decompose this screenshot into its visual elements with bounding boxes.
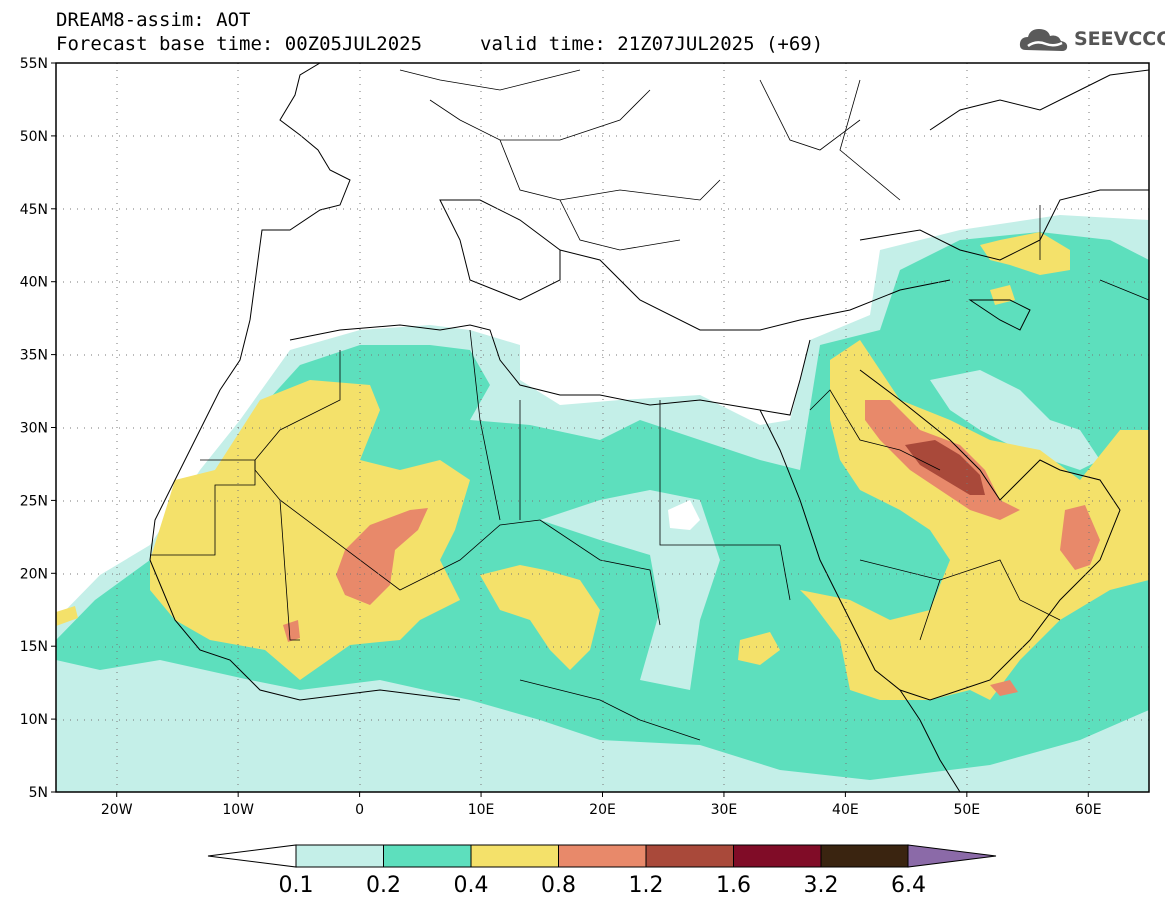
aot-level-1.2 [905, 440, 985, 495]
lat-tick-label: 45N [20, 202, 48, 218]
lat-tick-label: 20N [20, 566, 48, 582]
aot-level-0.8 [336, 508, 428, 605]
lat-tick-label: 40N [20, 275, 48, 291]
colorbar-label: 3.2 [804, 873, 839, 898]
valid-time: valid time: 21Z07JUL2025 (+69) [480, 33, 824, 55]
aot-level-clear-patch [668, 500, 700, 530]
map-title: DREAM8-assim: AOT [56, 9, 251, 31]
colorbar-swatch [558, 844, 647, 868]
lon-tick-label: 30E [711, 802, 738, 818]
colorbar-swatch [383, 844, 472, 868]
colorbar-label: 0.4 [454, 873, 489, 898]
colorbar-label: 0.8 [541, 873, 576, 898]
aot-level-0.8 [283, 620, 300, 642]
colorbar-swatch [820, 844, 909, 868]
lon-tick-label: 10W [222, 802, 254, 818]
graticule [56, 63, 1149, 792]
colorbar-label: 6.4 [891, 873, 926, 898]
colorbar: 0.1 0.2 0.4 0.8 1.2 1.6 3.2 6.4 [207, 844, 997, 898]
forecast-base-time: Forecast base time: 00Z05JUL2025 [56, 33, 423, 55]
colorbar-label: 1.6 [716, 873, 751, 898]
lon-tick-label: 50E [953, 802, 980, 818]
aot-level-0.4 [738, 632, 780, 665]
colorbar-over-arrow [907, 844, 997, 868]
colorbar-label: 0.2 [366, 873, 401, 898]
lon-tick-label: 40E [832, 802, 859, 818]
coastlines [149, 63, 1149, 792]
lat-tick-label: 55N [20, 56, 48, 72]
colorbar-swatch [733, 844, 822, 868]
colorbar-swatch [645, 844, 734, 868]
lon-tick-label: 0 [355, 802, 364, 818]
colorbar-label: 0.1 [279, 873, 314, 898]
lat-tick-label: 35N [20, 348, 48, 364]
lat-tick-label: 10N [20, 712, 48, 728]
lon-tick-label: 20E [589, 802, 616, 818]
logo-text: SEEVCCC [1074, 28, 1165, 50]
lon-tick-label: 10E [468, 802, 495, 818]
lon-tick-label: 60E [1075, 802, 1102, 818]
colorbar-label: 1.2 [629, 873, 664, 898]
cloud-icon [1019, 29, 1068, 51]
aot-level-0.1-inner [930, 370, 1100, 470]
aot-level-0.4 [980, 232, 1070, 275]
latitude-axis: 55N 50N 45N 40N 35N 30N 25N 20N 15N 10N 5N [20, 56, 56, 801]
colorbar-swatch [295, 844, 384, 868]
seevccc-logo: SEEVCCC [1018, 24, 1165, 56]
lat-tick-label: 15N [20, 639, 48, 655]
aot-level-0.4 [56, 606, 78, 626]
lon-tick-label: 20W [101, 802, 133, 818]
longitude-axis: 20W 10W 0 10E 20E 30E 40E 50E 60E [101, 792, 1102, 818]
aot-field [56, 215, 1149, 792]
aot-level-0.4 [480, 565, 600, 670]
aot-level-0.8 [990, 680, 1018, 696]
aot-level-0.1-inner [540, 490, 720, 690]
lat-tick-label: 5N [29, 785, 48, 801]
lat-tick-label: 30N [20, 421, 48, 437]
aot-level-0.4 [150, 380, 470, 680]
lat-tick-label: 25N [20, 493, 48, 509]
aot-level-0.8 [1060, 505, 1100, 570]
colorbar-swatch [470, 844, 559, 868]
colorbar-under-arrow [207, 844, 297, 868]
lat-tick-label: 50N [20, 129, 48, 145]
